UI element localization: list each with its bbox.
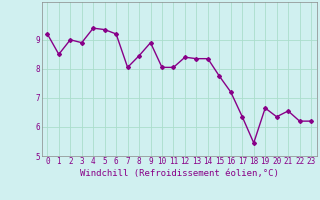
X-axis label: Windchill (Refroidissement éolien,°C): Windchill (Refroidissement éolien,°C) <box>80 169 279 178</box>
